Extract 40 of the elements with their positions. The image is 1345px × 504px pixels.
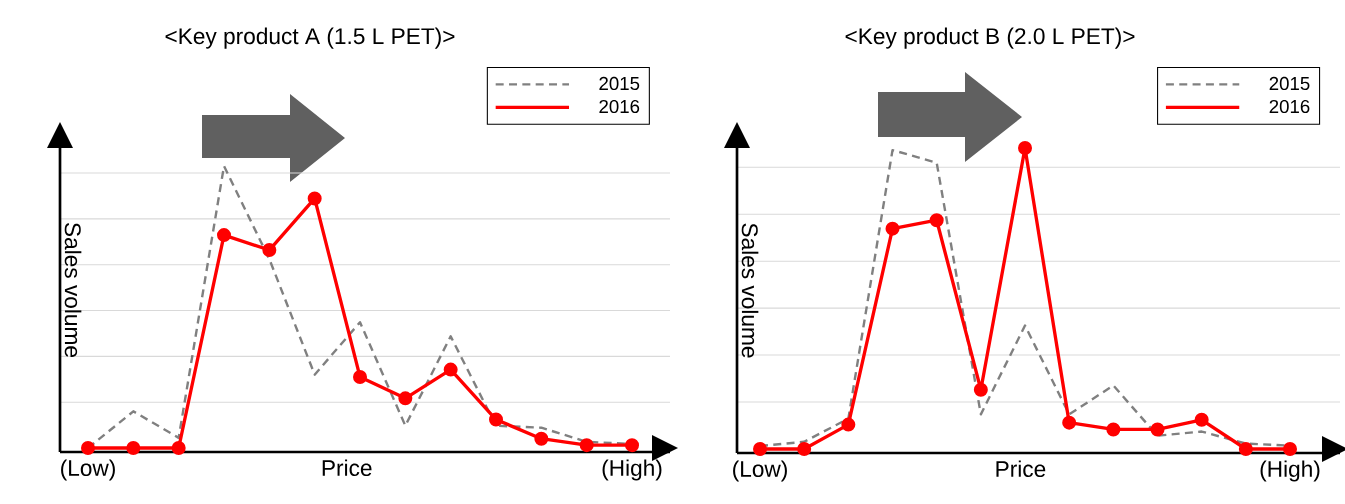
point bbox=[1062, 415, 1077, 430]
y-axis-title: Sales volume bbox=[64, 222, 82, 357]
x-tick-label: (High) bbox=[1260, 460, 1320, 482]
point bbox=[973, 382, 988, 397]
point bbox=[398, 391, 413, 406]
legend-label: 2016 bbox=[599, 99, 640, 114]
point bbox=[217, 228, 232, 243]
y-axis-title: Sales volume bbox=[741, 223, 759, 358]
point bbox=[841, 417, 856, 432]
x-tick-label: (High) bbox=[602, 459, 662, 481]
point bbox=[797, 442, 812, 456]
x-axis-title: Price bbox=[996, 460, 1046, 478]
point bbox=[579, 438, 594, 453]
point bbox=[262, 243, 277, 258]
point bbox=[1106, 422, 1121, 437]
legend-label: 2015 bbox=[1269, 76, 1310, 91]
point bbox=[753, 442, 768, 456]
point bbox=[1238, 442, 1253, 456]
point bbox=[885, 221, 900, 236]
point bbox=[929, 213, 944, 228]
point bbox=[1150, 422, 1165, 437]
x-tick-label: (Low) bbox=[733, 460, 787, 482]
point bbox=[443, 362, 458, 377]
x-axis-title: Price bbox=[322, 459, 372, 477]
point bbox=[489, 412, 504, 427]
legend-label: 2015 bbox=[599, 76, 640, 91]
point bbox=[353, 369, 368, 384]
point bbox=[1194, 412, 1209, 427]
chart-title: <Key product A (1.5 L PET)> bbox=[165, 27, 455, 49]
point bbox=[1018, 140, 1033, 155]
point bbox=[534, 431, 549, 446]
point bbox=[307, 191, 322, 206]
point bbox=[1283, 442, 1298, 456]
point bbox=[171, 440, 186, 455]
point bbox=[81, 440, 96, 455]
legend-label: 2016 bbox=[1269, 99, 1310, 114]
point bbox=[625, 438, 640, 453]
x-tick-label: (Low) bbox=[61, 459, 115, 481]
point bbox=[126, 440, 141, 455]
chart-title: <Key product B (2.0 L PET)> bbox=[845, 27, 1135, 49]
